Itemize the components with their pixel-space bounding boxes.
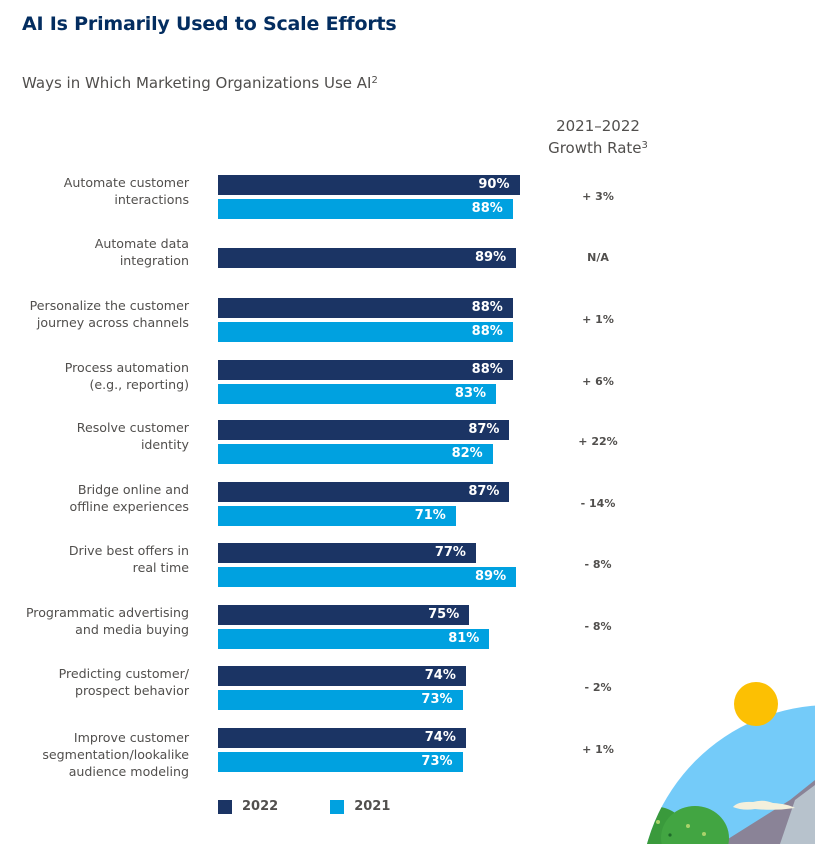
bar-2022: 88% — [218, 360, 513, 380]
data-label-2021: 83% — [454, 386, 487, 401]
legend-label-2022: 2022 — [242, 799, 279, 814]
tree-icon-2 — [661, 806, 729, 848]
data-label-2022: 88% — [471, 300, 503, 315]
growth-rate-value: + 6% — [582, 375, 614, 388]
category-label: Programmatic advertising and media buyin… — [25, 605, 189, 637]
growth-header-footnote: 3 — [641, 140, 648, 151]
data-label-2022: 77% — [434, 545, 466, 560]
bar-2022: 89% — [218, 248, 517, 268]
category-label: Drive best offers in real time — [68, 543, 189, 575]
growth-rate-value: + 1% — [582, 313, 614, 326]
sun-icon — [734, 682, 778, 726]
data-label-2021: 81% — [448, 631, 480, 646]
category-label: Improve customer segmentation/lookalike … — [42, 729, 189, 779]
legend: 2022 2021 — [218, 799, 390, 814]
bar-2021: 88% — [218, 199, 513, 219]
growth-rate-value: N/A — [587, 251, 609, 264]
subtitle-text: Ways in Which Marketing Organizations Us… — [22, 74, 372, 92]
cloud-icon — [733, 800, 795, 810]
bar-2022: 77% — [218, 543, 476, 563]
category-label: Predicting customer/ prospect behavior — [58, 666, 189, 698]
bar-2022: 88% — [218, 298, 513, 318]
data-label-2022: 88% — [471, 362, 503, 377]
growth-header-years: 2021–2022 — [556, 117, 640, 135]
growth-rate-value: + 1% — [582, 743, 614, 756]
legend-label-2021: 2021 — [354, 799, 391, 814]
category-label: Automate customer interactions — [63, 175, 189, 207]
bar-2022: 90% — [218, 175, 520, 195]
data-label-2022: 90% — [478, 177, 510, 192]
growth-rate-value: + 22% — [578, 435, 618, 448]
category-label: Automate data integration — [94, 236, 189, 268]
legend-swatch-2021 — [330, 799, 345, 814]
data-label-2022: 74% — [424, 668, 456, 683]
growth-header-text: Growth Rate — [548, 139, 642, 157]
bar-2021: 81% — [218, 629, 490, 649]
data-label-2022: 87% — [468, 484, 500, 499]
growth-rate-value: - 14% — [580, 497, 616, 510]
bar-2021: 71% — [218, 506, 456, 526]
bar-2021: 88% — [218, 322, 513, 342]
growth-rate-header: 2021–2022 Growth Rate3 — [530, 116, 666, 158]
category-label: Resolve customer identity — [76, 420, 189, 452]
category-label: Bridge online and offline experiences — [69, 482, 189, 514]
legend-swatch-2022 — [218, 799, 232, 814]
data-label-2022: 74% — [424, 730, 456, 745]
bar-2021: 89% — [218, 567, 517, 587]
landscape-illustration — [600, 660, 815, 848]
data-label-2021: 71% — [414, 508, 446, 523]
growth-rate-value: - 8% — [584, 620, 612, 633]
bar-2021: 82% — [218, 444, 493, 464]
bar-2022: 75% — [218, 605, 470, 625]
growth-header-label: Growth Rate3 — [530, 136, 666, 158]
data-label-2021: 89% — [475, 569, 507, 584]
mountain-shadow — [780, 785, 815, 844]
category-label: Process automation (e.g., reporting) — [64, 360, 189, 392]
data-label-2021: 88% — [471, 324, 503, 339]
bar-2021: 73% — [218, 752, 463, 772]
legend-item-2021: 2021 — [330, 799, 390, 814]
growth-rate-value: - 8% — [584, 558, 612, 571]
chart-subtitle: Ways in Which Marketing Organizations Us… — [22, 74, 378, 92]
data-label-2022: 89% — [475, 250, 507, 265]
data-label-2022: 87% — [468, 422, 500, 437]
data-label-2021: 88% — [471, 201, 503, 216]
bar-2022: 87% — [218, 420, 510, 440]
data-label-2021: 73% — [421, 754, 453, 769]
subtitle-footnote: 2 — [371, 75, 378, 86]
legend-item-2022: 2022 — [218, 799, 278, 814]
category-label: Personalize the customer journey across … — [29, 298, 189, 330]
bar-2021: 83% — [218, 384, 497, 404]
growth-rate-value: + 3% — [582, 190, 614, 203]
bar-2022: 74% — [218, 728, 466, 748]
data-label-2021: 82% — [451, 446, 483, 461]
data-label-2022: 75% — [428, 607, 460, 622]
bar-2022: 87% — [218, 482, 510, 502]
bar-2021: 73% — [218, 690, 463, 710]
data-label-2021: 73% — [421, 692, 453, 707]
bar-2022: 74% — [218, 666, 466, 686]
chart-title: AI Is Primarily Used to Scale Efforts — [22, 13, 397, 35]
growth-rate-value: - 2% — [584, 681, 612, 694]
